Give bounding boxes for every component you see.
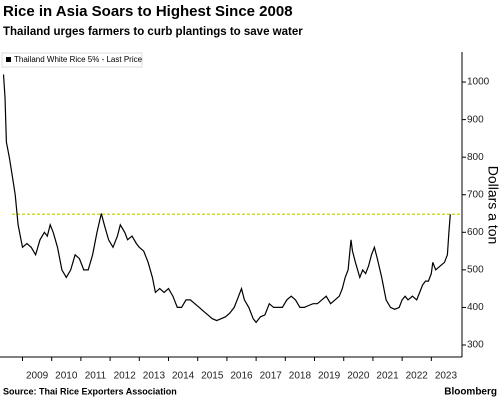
x-tick-label: 2017 [260,371,283,382]
x-tick-label: 2019 [318,371,341,382]
y-tick-label: 400 [467,302,484,313]
chart-title: Rice in Asia Soars to Highest Since 2008 [3,3,293,20]
x-tick-label: 2021 [376,371,399,382]
x-tick-label: 2013 [143,371,166,382]
x-tick-label: 2016 [230,371,253,382]
y-tick-label: 600 [467,227,484,238]
source: Source: Thai Rice Exporters Association [3,386,177,396]
legend-label: Thailand White Rice 5% - Last Price [14,55,143,64]
chart-subtitle: Thailand urges farmers to curb plantings… [3,26,303,38]
x-tick-label: 2009 [26,371,49,382]
y-tick-label: 900 [467,114,484,125]
x-tick-label: 2012 [114,371,137,382]
x-tick-label: 2015 [201,371,224,382]
y-tick-label: 300 [467,340,484,351]
y-tick-label: 1000 [467,77,490,88]
x-tick-label: 2020 [347,371,370,382]
legend-swatch [6,57,11,62]
x-tick-label: 2023 [435,371,458,382]
x-tick-label: 2022 [406,371,429,382]
brand: Bloomberg [444,387,497,398]
legend-box [1,52,143,68]
x-tick-label: 2011 [85,371,107,382]
y-tick-label: 700 [467,189,484,200]
y-tick-label: 800 [467,152,484,163]
y-axis-label: Dollars a ton [485,166,500,245]
x-tick-label: 2014 [172,371,195,382]
price-line [2,74,451,324]
y-tick-label: 500 [467,264,484,275]
x-tick-label: 2018 [289,371,312,382]
x-tick-label: 2010 [55,371,78,382]
